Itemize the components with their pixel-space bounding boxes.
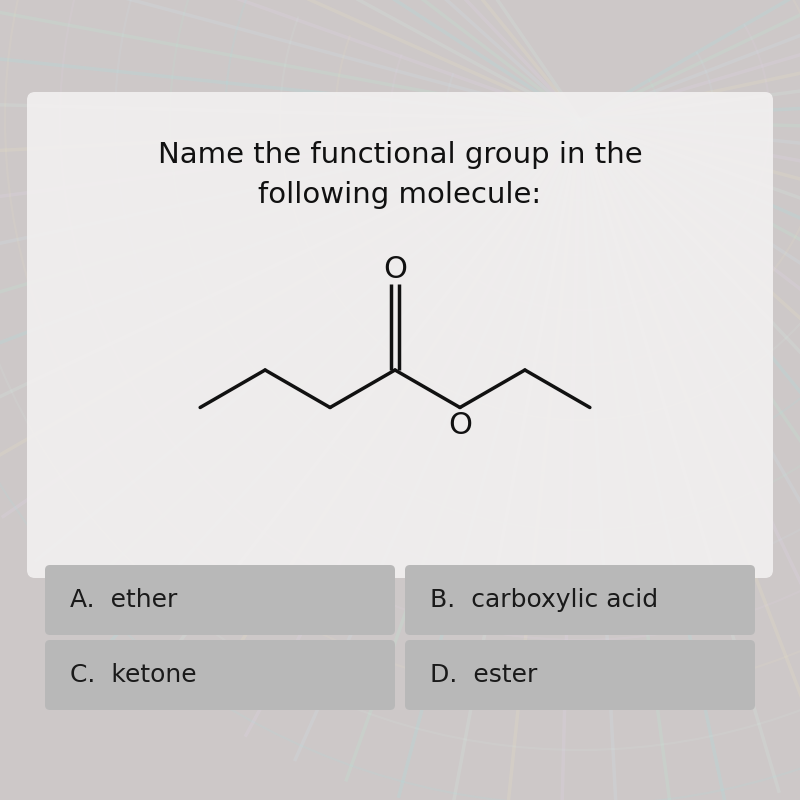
- Text: O: O: [448, 411, 472, 440]
- Text: B.  carboxylic acid: B. carboxylic acid: [430, 588, 658, 612]
- Text: O: O: [383, 255, 407, 285]
- Text: A.  ether: A. ether: [70, 588, 178, 612]
- Text: D.  ester: D. ester: [430, 663, 538, 687]
- FancyBboxPatch shape: [45, 565, 395, 635]
- Text: C.  ketone: C. ketone: [70, 663, 197, 687]
- FancyBboxPatch shape: [45, 640, 395, 710]
- Text: Name the functional group in the: Name the functional group in the: [158, 141, 642, 169]
- FancyBboxPatch shape: [405, 565, 755, 635]
- FancyBboxPatch shape: [405, 640, 755, 710]
- FancyBboxPatch shape: [27, 92, 773, 578]
- Text: following molecule:: following molecule:: [258, 181, 542, 209]
